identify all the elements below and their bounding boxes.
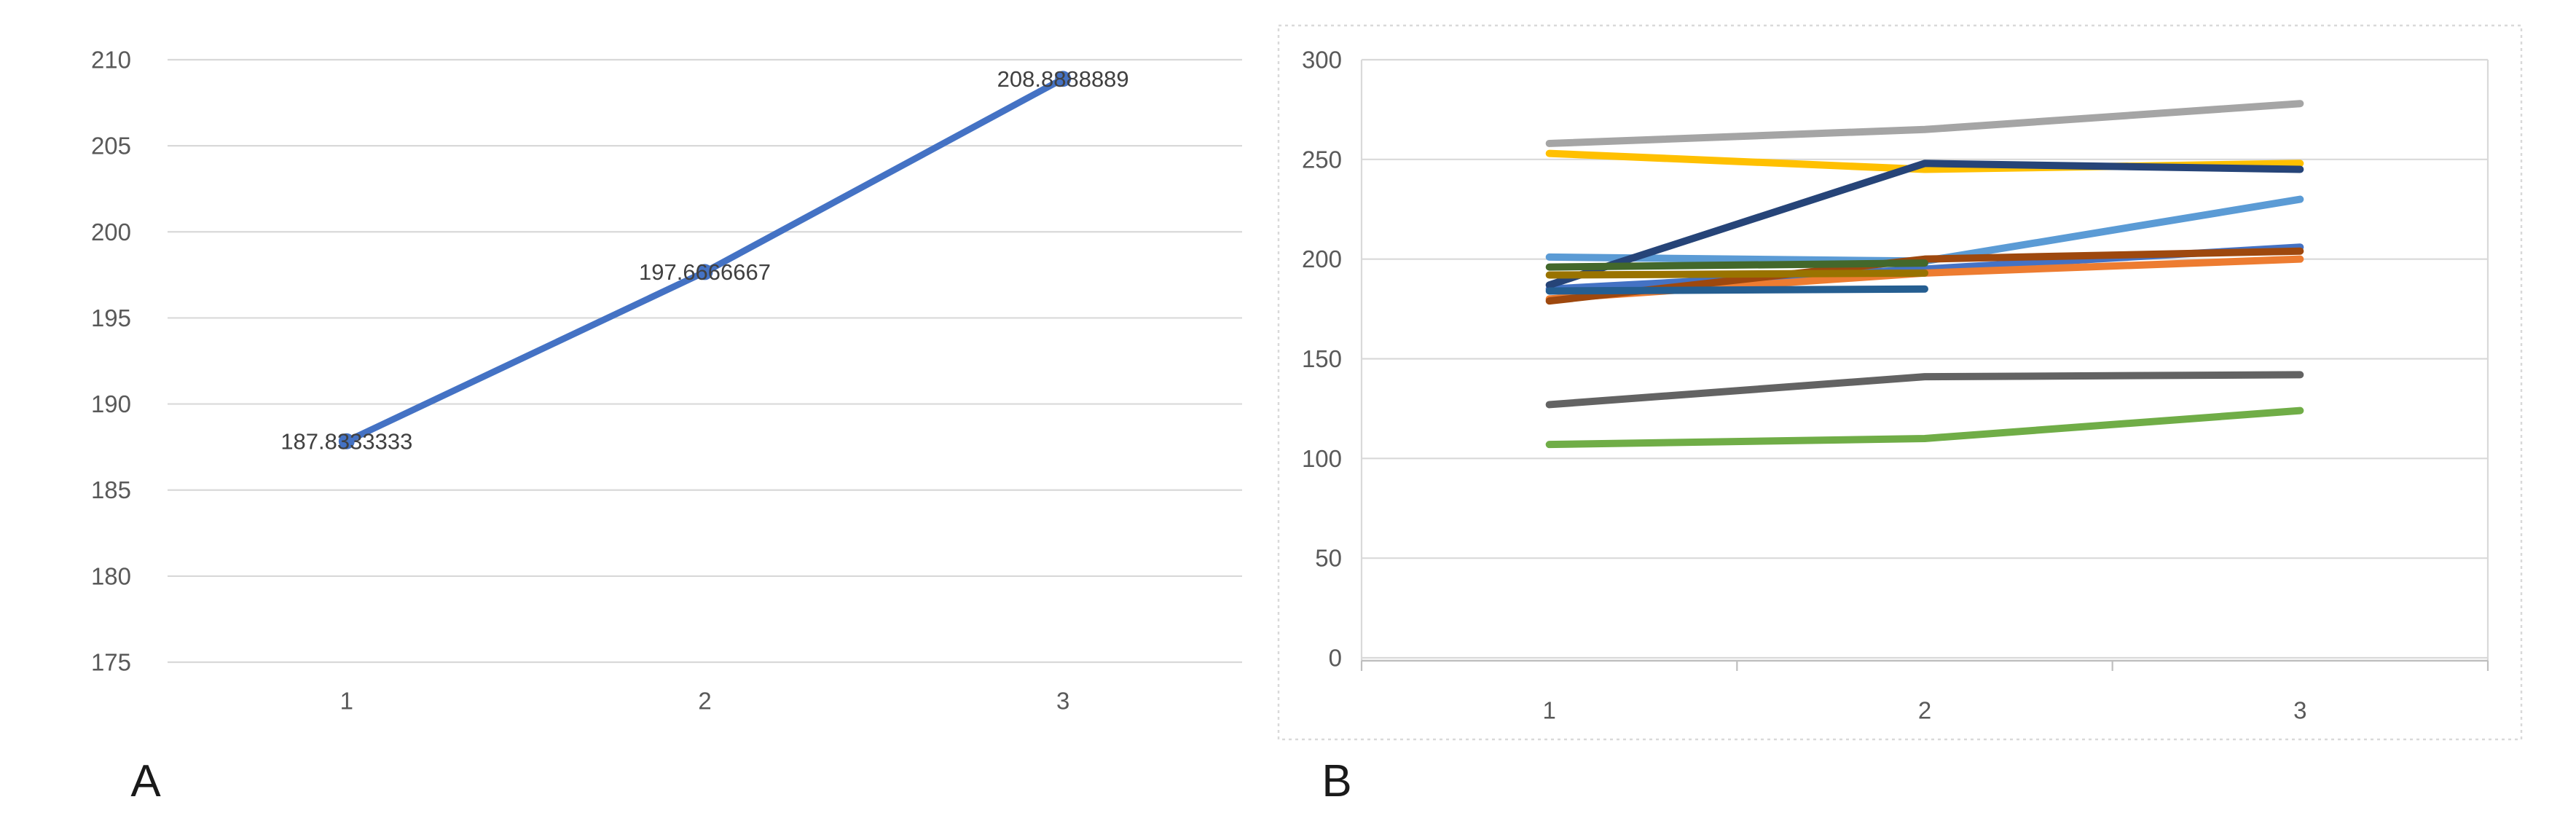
panel-label-b: B [1322,756,1352,806]
y-tick-label: 180 [91,562,131,589]
y-tick-label: 0 [1329,645,1342,672]
data-label: 187.8333333 [280,428,412,454]
data-label: 197.6666667 [639,259,771,285]
series-line [1545,259,1928,271]
x-tick-label: 2 [698,688,711,715]
x-tick-label: 3 [2293,697,2306,724]
series-line [1545,269,1928,279]
y-tick-label: 210 [91,47,131,74]
data-point-marker [696,264,713,280]
data-point-marker [338,433,355,449]
x-tick-label: 3 [1056,688,1069,715]
series-line [1545,160,2304,289]
y-tick-label: 50 [1315,545,1342,572]
series-line [1545,285,1928,295]
data-label: 208.8888889 [997,66,1129,92]
y-tick-label: 200 [1302,245,1342,272]
y-tick-label: 190 [91,390,131,417]
y-tick-label: 185 [91,476,131,503]
chart-selection-border [1277,24,2523,741]
y-tick-label: 200 [91,219,131,245]
x-tick-label: 1 [1542,697,1555,724]
x-tick-label: 2 [1918,697,1931,724]
y-tick-label: 175 [91,649,131,676]
x-tick-label: 1 [340,688,353,715]
series-line [1545,100,2304,147]
y-tick-label: 300 [1302,47,1342,74]
y-tick-label: 150 [1302,345,1342,372]
y-tick-label: 250 [1302,146,1342,173]
y-tick-label: 100 [1302,445,1342,472]
y-tick-label: 195 [91,305,131,331]
series-line [1545,371,2304,409]
panel-label-a: A [130,756,161,806]
data-point-marker [1055,71,1072,87]
y-tick-label: 205 [91,133,131,160]
series-line [1545,406,2304,449]
